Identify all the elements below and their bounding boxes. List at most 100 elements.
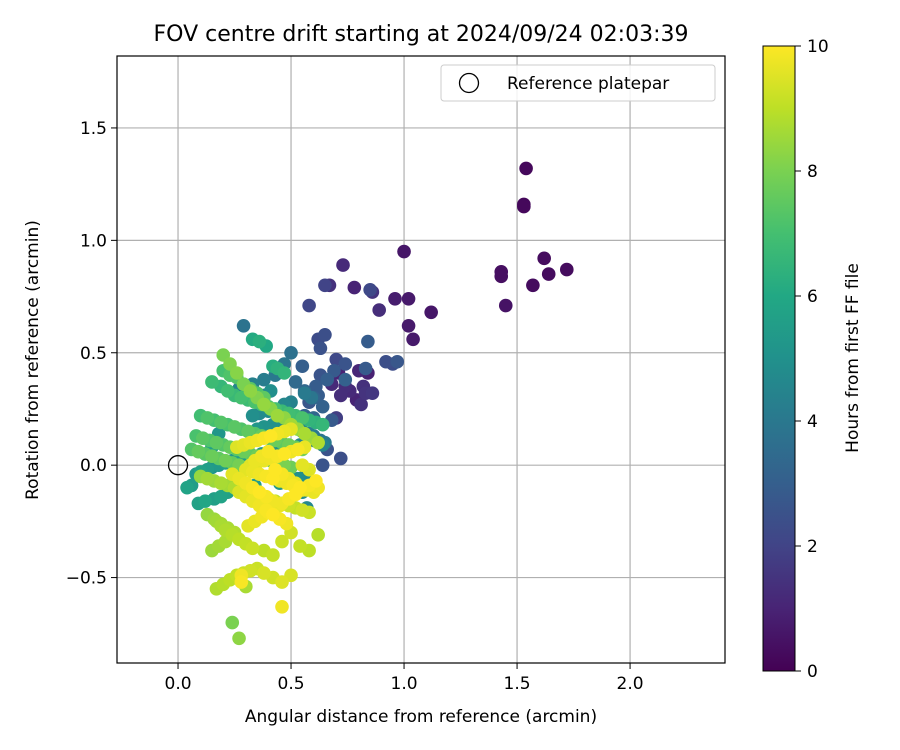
scatter-point [209,435,224,450]
scatter-point [315,417,330,432]
scatter-point [379,354,393,369]
scatter-point [196,431,210,445]
scatter-point [372,303,386,317]
scatter-point [284,345,298,360]
scatter-points [180,161,574,646]
scatter-point [275,599,289,614]
scatter-point [498,298,513,313]
scatter-point [229,366,244,380]
legend-box [440,64,716,102]
x-axis-ticks: 0.0 0.5 1.0 1.5 2.0 [165,663,644,694]
scatter-point [333,451,348,466]
x-tick-label: 0.5 [278,674,305,694]
colorbar-tick-label: 10 [807,37,829,57]
colorbar-label: Hours from first FF file [843,263,863,453]
scatter-point [252,334,267,349]
scatter-point [270,408,285,423]
y-tick-label: 1.0 [80,231,107,251]
scatter-point [311,528,325,542]
x-axis-label: Angular distance from reference (arcmin) [245,707,597,727]
colorbar-tick-label: 2 [807,537,818,557]
scatter-point [494,269,509,284]
scatter-point [347,280,362,295]
x-tick-label: 2.0 [617,674,644,694]
scatter-point [293,480,307,495]
scatter-point [214,476,228,490]
scatter-point [358,361,373,376]
scatter-point [227,420,242,434]
scatter-point [295,503,310,517]
scatter-point [234,575,249,589]
reference-point [167,455,189,476]
y-tick-label: 1.5 [80,119,107,139]
scatter-point [243,384,258,398]
colorbar: 0 2 4 6 8 10 Hours from first FF file [762,37,863,682]
scatter-point [363,283,377,297]
x-tick-label: 1.0 [391,674,418,694]
scatter-point [297,386,312,401]
legend-marker [458,72,480,94]
scatter-point [336,258,350,272]
legend: Reference platepar [440,64,716,102]
scatter-point [200,411,215,425]
scatter-point [338,372,353,387]
scatter-point [220,384,235,398]
y-tick-label: 0.0 [80,456,107,476]
scatter-point [390,354,405,369]
scatter-point [266,507,280,522]
scatter-point [293,539,307,553]
scatter-point [519,161,533,176]
scatter-point [295,411,310,425]
scatter-point [397,244,411,259]
scatter-point [297,426,312,441]
scatter-point [252,485,267,499]
scatter-point [302,298,316,313]
y-axis-ticks: −0.5 0.0 0.5 1.0 1.5 [66,119,117,589]
scatter-point [401,292,416,306]
scatter-point [214,489,228,504]
scatter-point [315,458,330,472]
scatter-point [277,366,292,380]
scatter-point [263,429,278,443]
scatter-point [245,408,260,423]
grid [117,56,725,663]
scatter-point [268,462,283,477]
scatter-point [257,566,271,580]
scatter-point [333,388,348,403]
scatter-point [261,444,276,459]
scatter-point [309,474,323,488]
colorbar-tick-label: 6 [807,287,818,307]
scatter-point [311,435,325,450]
scatter-point [245,541,260,556]
scatter-point [291,442,305,457]
scatter-point [424,305,438,320]
scatter-point [232,631,246,646]
scatter-point [205,449,219,463]
scatter-point [318,327,332,342]
reference-marker [167,455,189,476]
scatter-point [180,480,194,495]
scatter-point [288,375,303,389]
scatter-point [541,267,556,281]
scatter-point [200,471,215,486]
scatter-point [338,357,353,371]
scatter-point [388,292,402,306]
scatter-point [295,359,310,374]
scatter-point [277,447,292,461]
colorbar-ticks: 0 2 4 6 8 10 [795,37,829,682]
legend-label: Reference platepar [507,74,669,94]
scatter-point [559,262,574,277]
scatter-point [257,397,271,412]
scatter-point [266,548,280,562]
scatter-point [526,278,540,293]
scatter-point [354,397,368,412]
scatter-point [225,615,240,630]
scatter-point [275,534,289,549]
colorbar-tick-label: 8 [807,162,818,182]
scatter-point [214,415,228,430]
x-tick-label: 0.0 [165,674,192,694]
scatter-point [191,444,206,459]
scatter-point [205,375,219,389]
scatter-point [320,372,335,387]
